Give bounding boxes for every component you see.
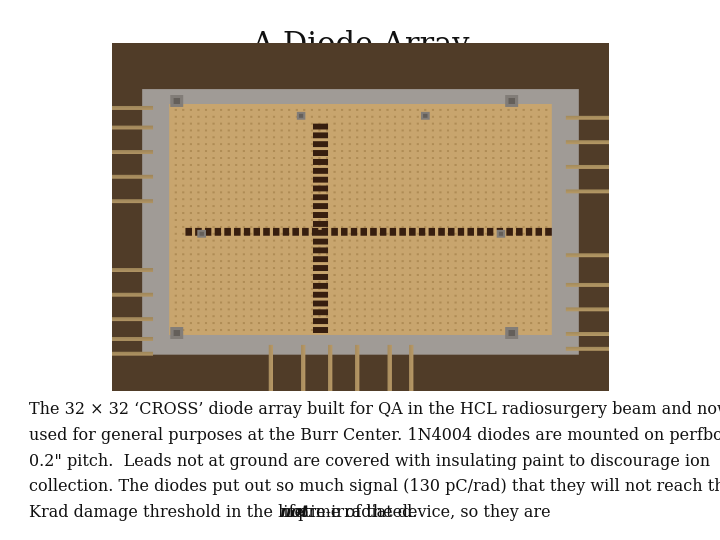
Text: A Diode Array: A Diode Array bbox=[251, 30, 469, 60]
Text: 0.2" pitch.  Leads not at ground are covered with insulating paint to discourage: 0.2" pitch. Leads not at ground are cove… bbox=[29, 453, 710, 469]
Text: collection. The diodes put out so much signal (130 pC/rad) that they will not re: collection. The diodes put out so much s… bbox=[29, 478, 720, 495]
Text: used for general purposes at the Burr Center. 1N4004 diodes are mounted on perfb: used for general purposes at the Burr Ce… bbox=[29, 427, 720, 443]
Text: pre-irradiated.: pre-irradiated. bbox=[292, 504, 417, 521]
Text: The 32 × 32 ‘CROSS’ diode array built for QA in the HCL radiosurgery beam and no: The 32 × 32 ‘CROSS’ diode array built fo… bbox=[29, 401, 720, 417]
Text: not: not bbox=[279, 504, 309, 521]
Text: Krad damage threshold in the lifetime of the device, so they are: Krad damage threshold in the lifetime of… bbox=[29, 504, 556, 521]
